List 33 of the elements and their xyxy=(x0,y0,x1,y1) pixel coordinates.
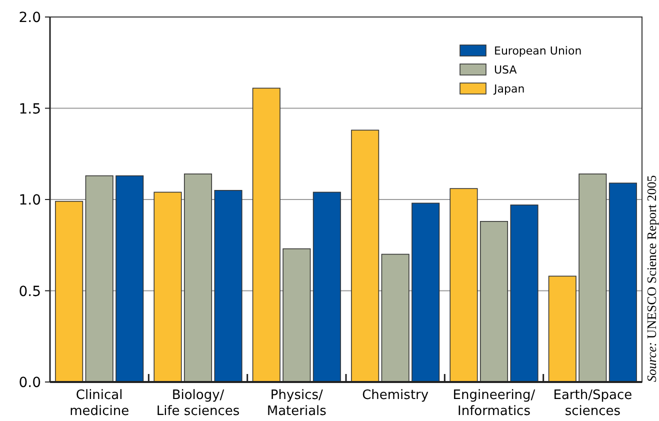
x-tick-label: Biology/ Life sciences xyxy=(156,388,240,419)
bar xyxy=(252,88,280,382)
bar xyxy=(116,175,144,382)
x-tick-label: Clinical medicine xyxy=(70,388,130,419)
x-tick-label: Engineering/ Informatics xyxy=(452,388,536,419)
x-tick-label: Physics/ Materials xyxy=(266,388,327,419)
bar xyxy=(480,221,508,382)
bar xyxy=(154,192,182,382)
bar xyxy=(450,188,478,382)
bar xyxy=(55,200,84,382)
bar xyxy=(548,276,576,382)
bar xyxy=(351,130,380,382)
legend-label: USA xyxy=(494,64,518,76)
bar xyxy=(184,174,212,382)
bar xyxy=(510,204,538,382)
bar xyxy=(312,192,341,382)
bar xyxy=(282,248,311,382)
y-tick-label: 2.0 xyxy=(18,10,41,26)
y-tick-label: 1.0 xyxy=(18,192,41,208)
y-tick-label: 1.5 xyxy=(18,101,41,118)
legend-label: European Union xyxy=(494,44,582,58)
bar xyxy=(85,175,114,382)
x-tick-label: Chemistry xyxy=(362,388,429,403)
y-tick-label: 0.5 xyxy=(18,284,41,300)
bar xyxy=(578,174,607,382)
legend-label: Japan xyxy=(493,82,525,96)
source-note: Source: UNESCO Science Report 2005 xyxy=(644,175,659,382)
bar xyxy=(381,254,410,382)
bar xyxy=(608,182,637,382)
bar xyxy=(214,190,242,382)
x-tick-label: Earth/Space sciences xyxy=(553,388,632,419)
y-tick-label: 0.0 xyxy=(18,375,41,391)
bar xyxy=(412,202,440,382)
